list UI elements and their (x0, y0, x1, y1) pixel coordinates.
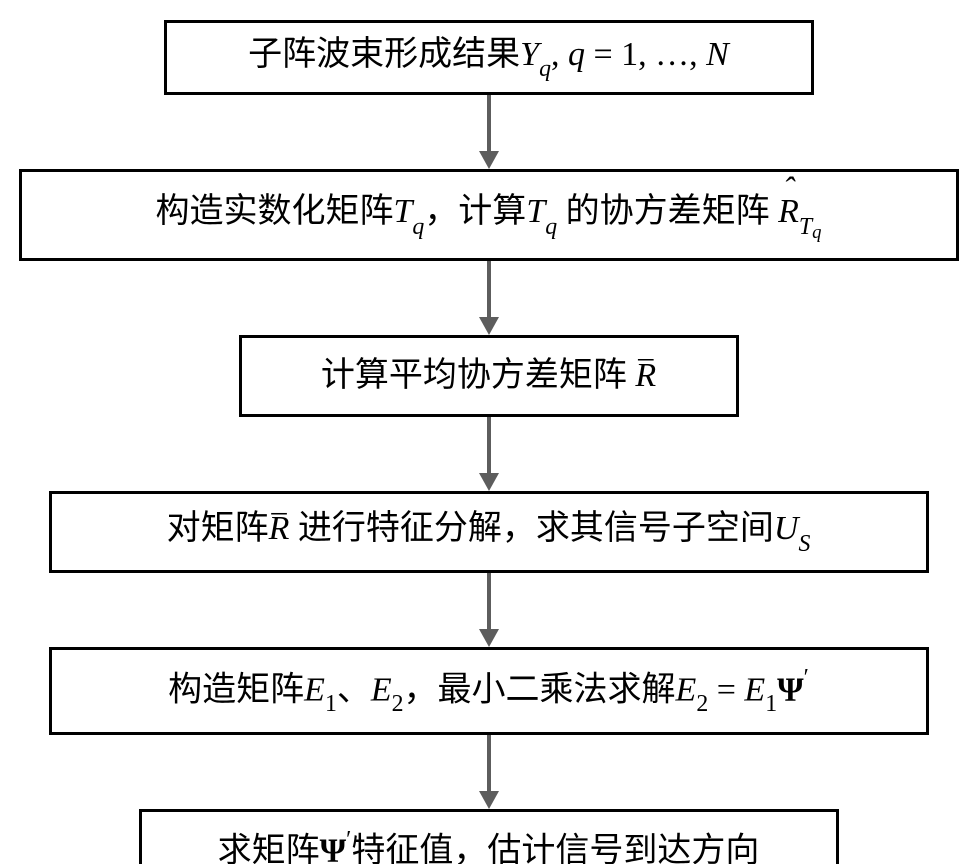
flow-node-n3: 计算平均协方差矩阵 R (239, 335, 739, 417)
flow-node-text: 构造实数化矩阵Tq，计算Tq 的协方差矩阵 RTq (155, 192, 821, 237)
flow-node-n2: 构造实数化矩阵Tq，计算Tq 的协方差矩阵 RTq (19, 169, 959, 261)
flow-node-text: 求矩阵Ψ′特征值，估计信号到达方向 (218, 828, 760, 864)
flow-arrow (479, 261, 499, 335)
flow-arrow (479, 95, 499, 169)
flow-node-text: 构造矩阵E1、E2，最小二乘法求解E2 = E1Ψ′ (168, 667, 809, 716)
flow-node-n1: 子阵波束形成结果Yq, q = 1, …, N (164, 20, 814, 95)
flow-node-n5: 构造矩阵E1、E2，最小二乘法求解E2 = E1Ψ′ (49, 647, 929, 735)
flow-node-text: 子阵波束形成结果Yq, q = 1, …, N (248, 35, 729, 80)
flowchart-root: 子阵波束形成结果Yq, q = 1, …, N 构造实数化矩阵Tq，计算Tq 的协… (0, 0, 977, 864)
flow-node-n6: 求矩阵Ψ′特征值，估计信号到达方向 (139, 809, 839, 864)
flow-node-text: 对矩阵R 进行特征分解，求其信号子空间US (167, 509, 811, 554)
flow-arrow (479, 735, 499, 809)
flow-arrow (479, 417, 499, 491)
flow-node-n4: 对矩阵R 进行特征分解，求其信号子空间US (49, 491, 929, 573)
flow-arrow (479, 573, 499, 647)
flow-node-text: 计算平均协方差矩阵 R (321, 356, 656, 397)
